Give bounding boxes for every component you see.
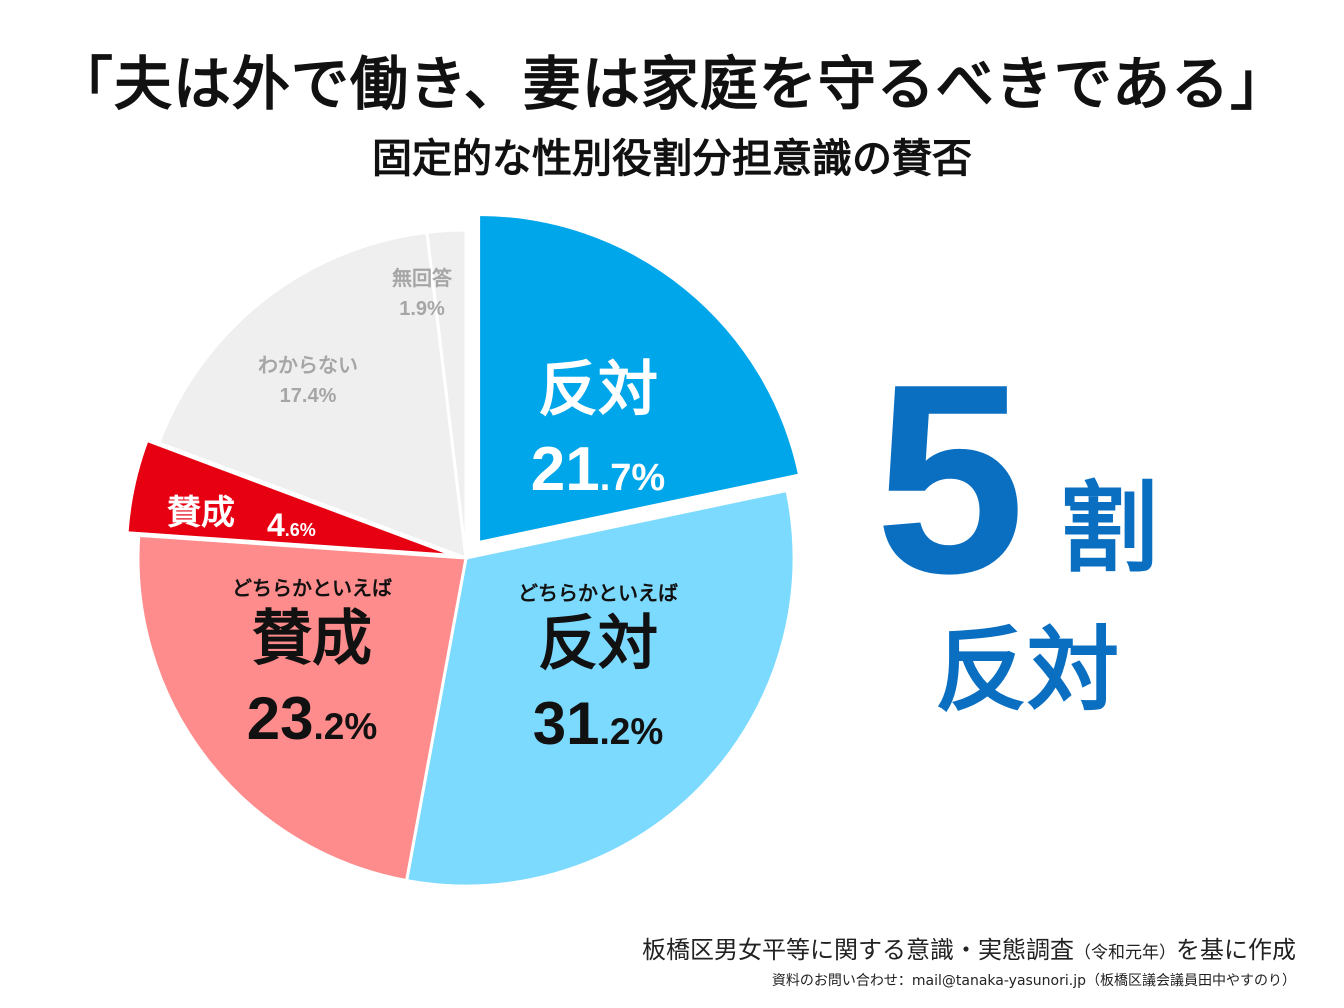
callout-number: 5 (875, 329, 1026, 630)
slice-value-mukaitou: 1.9% (399, 298, 445, 320)
slice-label-sansei: 賛成 (167, 493, 235, 533)
slice-label-dochira_hantai: 反対 (538, 609, 658, 679)
pie-slice-hantai (477, 212, 802, 545)
slice-label-wakaranai: わからない (258, 353, 358, 377)
source-suffix: を基に作成 (1176, 936, 1296, 964)
slice-label-dochira_sansei: 賛成 (252, 604, 372, 674)
pie-slice-sansei (125, 438, 455, 557)
pie-slice-dochira_hantai (404, 488, 796, 888)
slice-label-mukaitou: 無回答 (392, 266, 453, 290)
contact-note: 資料のお問い合わせ：mail@tanaka-yasunori.jp（板橋区議会議… (771, 973, 1296, 989)
slice-sublabel-dochira_sansei: どちらかといえば (232, 576, 392, 600)
source-title: 板橋区男女平等に関する意識・実態調査 (642, 936, 1074, 964)
slice-sublabel-dochira_hantai: どちらかといえば (518, 581, 678, 605)
slice-value-hantai: 21.7% (531, 435, 665, 504)
slice-label-hantai: 反対 (538, 355, 658, 425)
slice-value-dochira_hantai: 31.2% (533, 690, 664, 757)
slice-value-dochira_sansei: 23.2% (247, 685, 378, 752)
slice-value-sansei: 4.6% (267, 507, 316, 543)
callout-unit: 割 (1060, 472, 1159, 586)
callout-label: 反対 (935, 617, 1120, 724)
slice-value-wakaranai: 17.4% (280, 385, 337, 407)
source-note: 板橋区男女平等に関する意識・実態調査（令和元年）を基に作成 (642, 930, 1296, 965)
chart-title: 「夫は外で働き、妻は家庭を守るべきである」 (54, 50, 1290, 118)
pie-slice-wakaranai (156, 230, 468, 561)
pie-slice-mukaitou (425, 228, 468, 559)
chart-subtitle: 固定的な性別役割分担意識の賛否 (372, 136, 972, 182)
source-year: （令和元年） (1074, 943, 1176, 963)
pie-slice-dochira_sansei (136, 533, 468, 883)
